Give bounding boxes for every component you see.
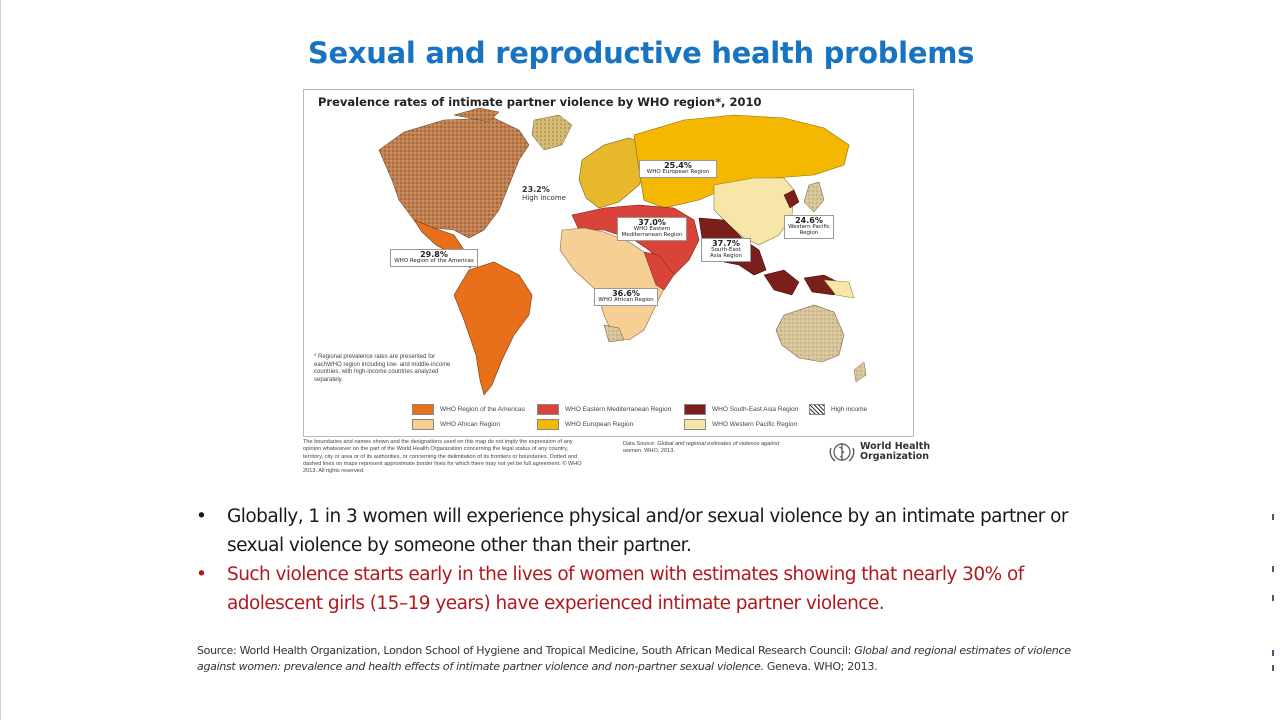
bullet-dot-icon: • [196, 506, 207, 527]
bullet-item: • Such violence starts early in the live… [196, 560, 1096, 618]
legend-swatch [412, 404, 434, 415]
data-source-note: Data Source: Global and regional estimat… [623, 441, 780, 455]
callout-south-east-asia: 37.7% South-East Asia Region [701, 238, 751, 262]
slide-left-edge [0, 0, 1, 720]
map-disclaimer: The boundaries and names shown and the d… [303, 439, 582, 475]
slide-title: Sexual and reproductive health problems [307, 36, 975, 70]
source-citation: Source: World Health Organization, Londo… [197, 644, 1071, 673]
legend-item-eastern-med: WHO Eastern Mediterranean Region [537, 404, 671, 415]
legend-item-south-east-asia: WHO South-East Asia Region [684, 404, 798, 415]
figure-footnote: * Regional prevalence rates are presente… [314, 354, 451, 383]
legend-item-americas: WHO Region of the Americas [412, 404, 525, 415]
legend-item-western-pacific: WHO Western Pacific Region [684, 419, 797, 430]
who-name: World Health Organization [860, 441, 931, 462]
bullet-item: • Globally, 1 in 3 women will experience… [196, 502, 1096, 560]
who-logo: World Health Organization [828, 440, 930, 464]
legend-item-high-income: High income [809, 404, 867, 415]
callout-americas: 29.8% WHO Region of the Americas [390, 249, 478, 268]
legend-swatch [537, 419, 559, 430]
legend-swatch [412, 419, 434, 430]
callout-african: 36.6% WHO African Region [594, 288, 658, 307]
callout-eastern-med: 37.0% WHO Eastern Mediterranean Region [617, 217, 687, 241]
legend-item-african: WHO African Region [412, 419, 500, 430]
offscreen-clipped-content [1270, 500, 1280, 671]
legend-swatch [809, 404, 825, 415]
bullet-list: • Globally, 1 in 3 women will experience… [196, 502, 1096, 618]
legend-swatch [684, 419, 706, 430]
ipv-prevalence-map-figure: Prevalence rates of intimate partner vio… [303, 89, 914, 437]
high-income-label: 23.2% High income [522, 185, 566, 202]
bullet-dot-icon: • [196, 564, 207, 585]
world-map [378, 107, 867, 396]
callout-european: 25.4% WHO European Region [639, 160, 717, 179]
callout-western-pacific: 24.6% Western Pacific Region [784, 215, 834, 239]
legend-swatch [684, 404, 706, 415]
who-emblem-icon [829, 443, 855, 462]
figure-title: Prevalence rates of intimate partner vio… [318, 95, 762, 109]
legend-item-european: WHO European Region [537, 419, 633, 430]
legend-swatch [537, 404, 559, 415]
